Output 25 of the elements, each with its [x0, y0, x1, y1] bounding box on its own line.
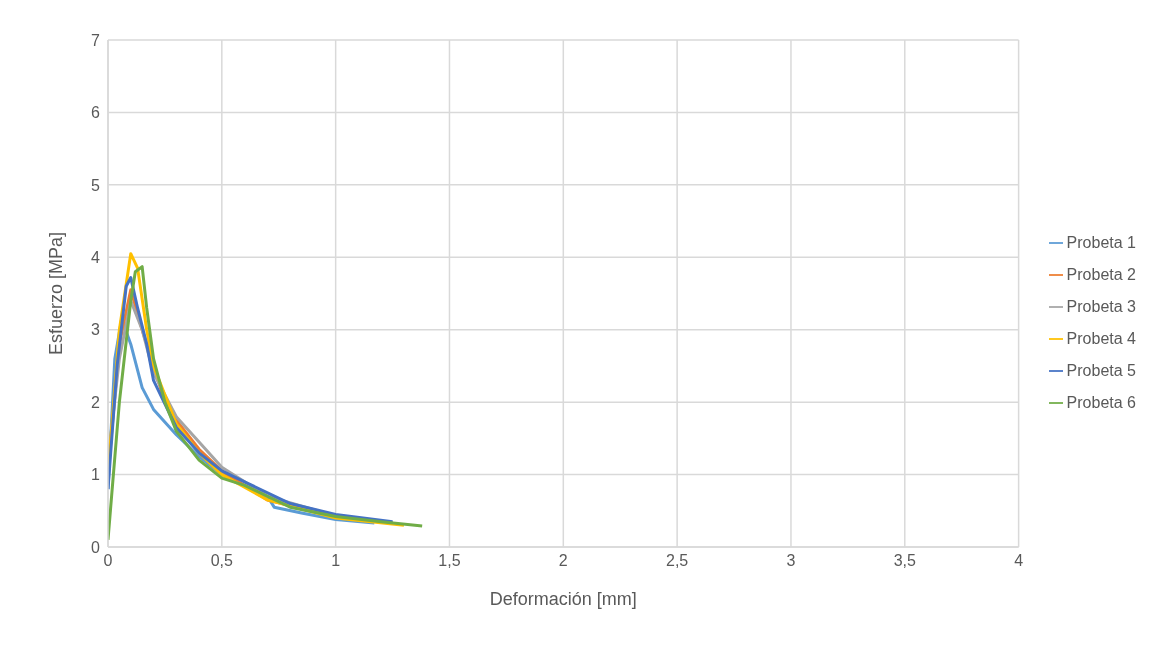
x-tick-label: 1,5	[438, 552, 461, 570]
y-tick-label: 2	[91, 393, 101, 411]
legend-label: Probeta 1	[1066, 233, 1136, 251]
y-axis-title: Esfuerzo [MPa]	[46, 231, 67, 356]
legend-label: Probeta 3	[1066, 297, 1136, 315]
legend-label: Probeta 4	[1066, 329, 1136, 347]
x-tick-label: 3	[786, 552, 796, 570]
legend-label: Probeta 5	[1066, 361, 1136, 379]
x-tick-label: 4	[1014, 552, 1024, 570]
legend-label: Probeta 2	[1066, 265, 1136, 283]
y-tick-label: 4	[91, 248, 101, 266]
x-tick-label: 1	[331, 552, 341, 570]
x-tick-label: 3,5	[893, 552, 916, 570]
x-axis-title: Deformación [mm]	[489, 589, 637, 609]
x-tick-label: 0,5	[210, 552, 234, 570]
y-tick-label: 5	[91, 176, 101, 194]
y-tick-label: 1	[91, 466, 101, 484]
x-tick-label: 2,5	[666, 552, 689, 570]
y-tick-label: 7	[91, 31, 101, 49]
legend-label: Probeta 6	[1066, 393, 1136, 411]
y-tick-label: 3	[91, 321, 101, 339]
x-tick-label: 0	[103, 552, 113, 570]
y-tick-label: 0	[91, 538, 101, 556]
y-tick-label: 6	[91, 104, 101, 122]
x-tick-label: 2	[558, 552, 568, 570]
